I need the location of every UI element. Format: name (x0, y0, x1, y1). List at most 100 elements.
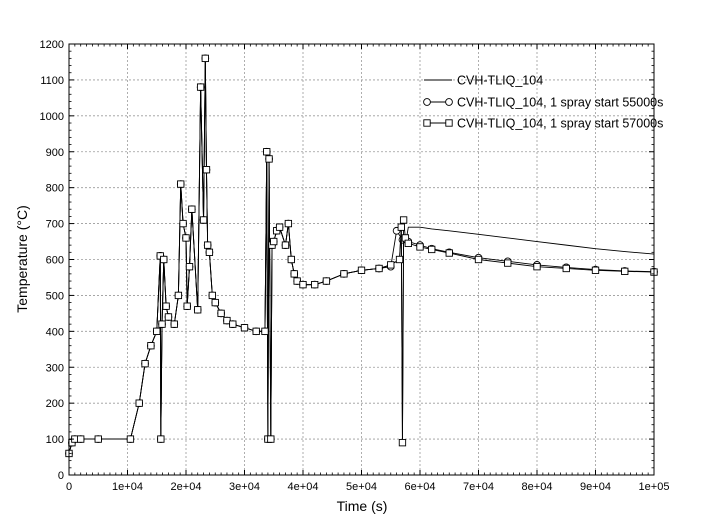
data-point-marker (340, 270, 348, 278)
data-point-marker (179, 219, 187, 228)
x-tick-label: 2e+04 (171, 481, 202, 493)
y-tick-label: 800 (46, 183, 64, 195)
data-point-marker (217, 309, 225, 318)
legend-marker (445, 119, 453, 127)
data-point-marker (77, 435, 85, 443)
data-point-marker (275, 223, 284, 231)
data-point-marker (162, 302, 170, 310)
data-point-marker (158, 320, 166, 328)
y-tick-label: 900 (46, 147, 64, 159)
x-tick-label: 1e+05 (639, 481, 670, 493)
legend-label: CVH-TLIQ_104 (457, 74, 543, 88)
data-point-marker (284, 219, 293, 228)
y-tick-label: 500 (46, 290, 64, 302)
data-point-marker (182, 234, 190, 242)
data-point-marker (398, 439, 407, 447)
data-point-marker (261, 327, 269, 335)
data-point-marker (267, 435, 275, 443)
data-point-marker (445, 249, 453, 257)
x-tick-label: 8e+04 (522, 481, 553, 493)
y-axis-title: Temperature (°C) (14, 205, 30, 313)
legend-item: CVH-TLIQ_104, 1 spray start 57000s (423, 117, 663, 131)
y-tick-label: 600 (46, 255, 64, 267)
data-point-marker (474, 255, 483, 264)
x-tick-label: 5e+04 (346, 481, 377, 493)
data-point-marker (375, 264, 383, 273)
data-point-marker (357, 266, 366, 274)
data-point-marker (153, 327, 161, 335)
data-point-marker (185, 263, 194, 271)
series-3 (65, 54, 658, 458)
y-tick-label: 1000 (40, 111, 64, 123)
data-point-marker (562, 264, 570, 273)
y-tick-label: 700 (46, 219, 64, 231)
data-point-marker (164, 313, 173, 321)
legend-label: CVH-TLIQ_104, 1 spray start 55000s (457, 96, 663, 110)
x-tick-label: 3e+04 (229, 481, 260, 493)
data-point-marker (208, 291, 216, 300)
data-point-marker (147, 342, 155, 350)
x-tick-label: 1e+04 (112, 481, 143, 493)
axis-ticks (68, 43, 655, 476)
data-point-marker (504, 259, 512, 267)
gridlines (69, 44, 654, 475)
y-tick-label: 1100 (40, 75, 64, 87)
data-point-marker (177, 180, 185, 188)
data-point-marker (160, 255, 168, 264)
legend: CVH-TLIQ_104 CVH-TLIQ_104, 1 spray start … (423, 74, 663, 131)
data-point-marker (290, 270, 298, 278)
y-tick-label: 1200 (40, 39, 64, 51)
tick-labels: 0 1e+04 2e+04 3e+04 4e+04 5e+04 6e+04 7e+04 8e+0… (40, 39, 670, 493)
data-point-marker (188, 205, 196, 213)
data-point-marker (126, 435, 135, 443)
data-point-marker (183, 302, 191, 310)
data-point-marker (399, 216, 408, 224)
data-point-marker (170, 320, 178, 328)
data-point-marker (428, 245, 436, 254)
data-point-marker (416, 243, 424, 251)
data-point-marker (287, 255, 295, 264)
data-point-marker (201, 54, 209, 63)
data-point-marker (299, 280, 307, 289)
data-point-marker (263, 148, 271, 156)
y-tick-label: 100 (46, 434, 64, 446)
y-tick-label: 300 (46, 362, 64, 374)
data-point-marker (196, 83, 205, 91)
y-tick-label: 400 (46, 326, 64, 338)
data-point-marker (533, 263, 541, 271)
legend-marker (423, 119, 431, 127)
data-point-marker (229, 320, 237, 328)
x-tick-label: 9e+04 (580, 481, 611, 493)
series-layer (65, 54, 658, 458)
x-tick-label: 6e+04 (405, 481, 436, 493)
data-point-marker (311, 280, 319, 289)
x-axis-title: Time (s) (337, 498, 388, 514)
data-point-marker (203, 241, 212, 249)
data-point-marker (194, 306, 202, 314)
data-point-marker (387, 261, 395, 269)
data-point-marker (94, 435, 102, 443)
data-point-marker (157, 435, 165, 443)
x-tick-label: 4e+04 (288, 481, 319, 493)
legend-label: CVH-TLIQ_104, 1 spray start 57000s (457, 117, 663, 131)
data-point-marker (591, 266, 600, 274)
data-point-marker (141, 360, 149, 368)
data-point-marker (252, 327, 260, 335)
data-point-marker (322, 277, 331, 285)
data-point-marker (199, 216, 208, 224)
data-point-marker (211, 298, 219, 307)
data-point-marker (202, 166, 211, 174)
legend-item: CVH-TLIQ_104, 1 spray start 55000s (423, 96, 663, 110)
y-tick-label: 0 (58, 470, 64, 482)
data-point-marker (395, 255, 404, 264)
data-point-marker (621, 267, 629, 276)
data-point-marker (270, 237, 278, 246)
data-point-marker (281, 241, 290, 249)
data-point-marker (174, 291, 183, 300)
y-tick-label: 200 (46, 398, 64, 410)
x-tick-label: 7e+04 (463, 481, 494, 493)
legend-marker (445, 98, 453, 106)
data-point-marker (397, 223, 405, 231)
data-point-marker (205, 248, 214, 256)
